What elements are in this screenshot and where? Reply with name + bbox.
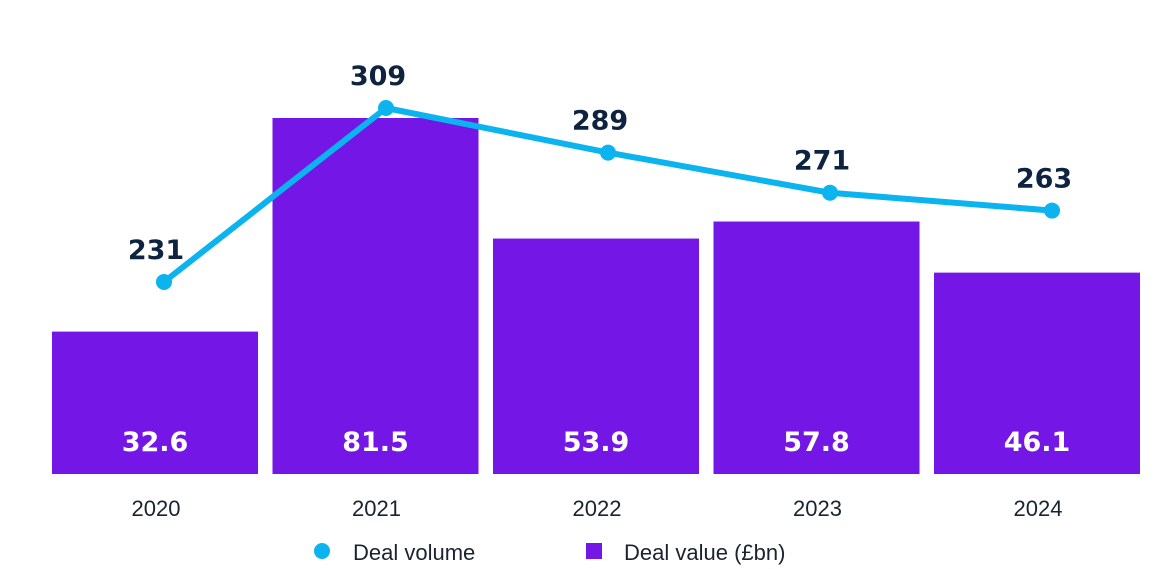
x-tick-2022: 2022 [573, 496, 622, 521]
legend-label-deal-volume: Deal volume [353, 540, 475, 565]
line-value-label-2022: 289 [572, 106, 628, 137]
line-series [156, 100, 1060, 290]
line-value-label-2021: 309 [350, 61, 406, 92]
line-point-2022 [600, 144, 616, 161]
bar-value-label-2020: 32.6 [122, 427, 189, 458]
bar-2022 [493, 238, 699, 474]
x-axis-ticks: 2020 2021 2022 2023 2024 [132, 496, 1063, 521]
bar-2021 [272, 118, 479, 474]
bar-value-label-2024: 46.1 [1004, 427, 1071, 458]
x-tick-2020: 2020 [132, 496, 181, 521]
line-point-2023 [822, 184, 838, 201]
legend-label-deal-value: Deal value (£bn) [624, 540, 785, 565]
line-value-label-2020: 231 [128, 235, 184, 266]
bar-value-label-2021: 81.5 [342, 427, 409, 458]
bar-series [52, 118, 1140, 474]
bar-value-label-2022: 53.9 [563, 427, 630, 458]
legend: Deal volume Deal value (£bn) [314, 540, 785, 565]
bar-2024 [934, 272, 1140, 474]
bar-2023 [713, 221, 920, 474]
line-point-2021 [378, 100, 394, 116]
legend-square-icon [586, 543, 602, 559]
line-value-label-2024: 263 [1016, 164, 1072, 195]
line-point-2020 [156, 273, 172, 290]
legend-circle-icon [314, 543, 330, 559]
bar-value-label-2023: 57.8 [783, 427, 850, 458]
bar-labels: 32.6 81.5 53.9 57.8 46.1 [122, 427, 1071, 458]
line-point-2024 [1044, 202, 1060, 219]
x-tick-2024: 2024 [1014, 496, 1063, 521]
x-tick-2021: 2021 [352, 496, 401, 521]
x-tick-2023: 2023 [793, 496, 842, 521]
bar-2020 [52, 331, 258, 474]
line-value-label-2023: 271 [794, 146, 850, 177]
line-labels: 231 309 289 271 263 [128, 61, 1072, 266]
